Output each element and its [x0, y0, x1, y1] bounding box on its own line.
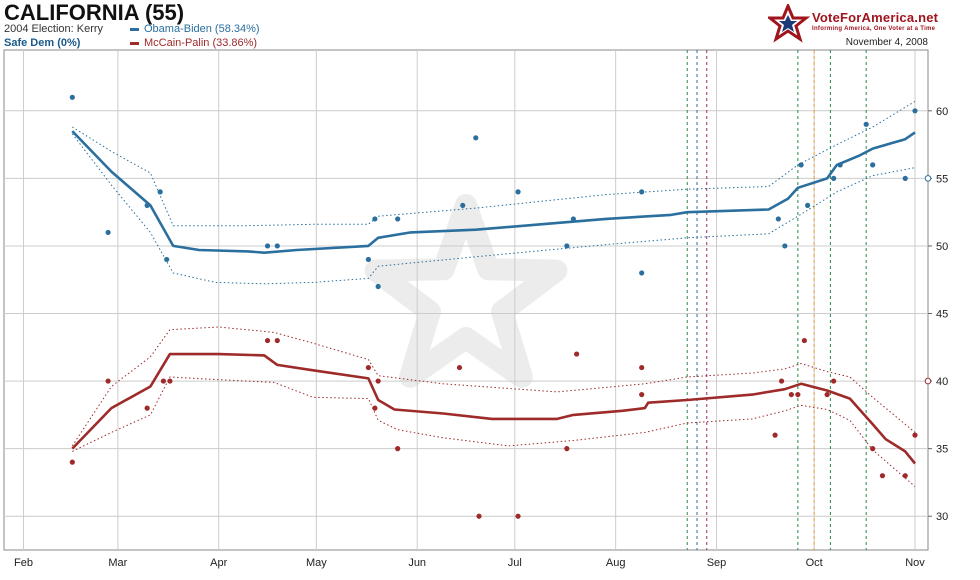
poll-point-mccain — [801, 337, 807, 344]
poll-point-obama — [902, 175, 908, 181]
poll-point-obama — [570, 216, 576, 222]
poll-point-mccain — [788, 391, 794, 398]
poll-point-obama — [515, 189, 521, 195]
legend-label-mccain: McCain-Palin (33.86%) — [144, 37, 258, 49]
x-tick-label: Feb — [14, 557, 33, 569]
plot-area — [3, 49, 929, 551]
poll-point-mccain — [69, 459, 75, 465]
legend-item-mccain: McCain-Palin (33.86%) — [130, 37, 257, 49]
x-tick-label: Sep — [707, 557, 727, 569]
x-tick-label: Nov — [905, 557, 925, 569]
poll-point-mccain — [264, 337, 271, 344]
poll-point-obama — [375, 283, 381, 290]
poll-point-obama — [274, 243, 280, 249]
end-marker-mccain — [924, 377, 932, 385]
trend-line-mccain — [71, 352, 917, 465]
chart-date: November 4, 2008 — [845, 37, 928, 48]
poll-point-mccain — [375, 378, 381, 384]
poll-point-mccain — [365, 364, 371, 371]
poll-point-obama — [782, 243, 788, 249]
x-tick-label: Jun — [408, 557, 426, 569]
poll-point-mccain — [515, 513, 521, 519]
poll-point-obama — [69, 94, 75, 100]
site-tagline: Informing America, One Voter at a Time — [812, 26, 936, 32]
poll-point-mccain — [274, 337, 280, 344]
poll-point-mccain — [824, 391, 830, 398]
poll-point-mccain — [167, 378, 173, 384]
legend-swatch-mccain — [130, 41, 139, 45]
poll-point-mccain — [795, 391, 801, 398]
y-tick-label: 40 — [936, 376, 948, 388]
poll-point-mccain — [456, 364, 463, 371]
poll-point-mccain — [105, 378, 111, 384]
x-tick-label: Aug — [606, 557, 626, 569]
poll-point-obama — [831, 175, 837, 181]
y-tick-label: 35 — [936, 444, 948, 456]
poll-point-mccain — [639, 364, 645, 371]
poll-point-obama — [912, 108, 918, 114]
poll-point-mccain — [902, 473, 908, 479]
poll-point-obama — [473, 135, 479, 141]
poll-point-mccain — [772, 432, 778, 438]
poll-point-mccain — [160, 378, 167, 384]
poll-point-obama — [798, 162, 804, 168]
trend-line-obama — [71, 130, 916, 254]
end-marker-obama — [924, 175, 932, 182]
poll-point-mccain — [870, 446, 876, 452]
legend-item-obama: Obama-Biden (58.34%) — [130, 23, 260, 35]
y-tick-label: 55 — [936, 173, 948, 185]
poll-point-obama — [837, 162, 843, 168]
poll-point-obama — [863, 121, 869, 127]
y-tick-label: 45 — [936, 309, 948, 321]
x-tick-label: Jul — [508, 557, 522, 569]
poll-point-mccain — [395, 446, 401, 452]
site-name: VoteForAmerica.net — [812, 10, 939, 25]
x-tick-label: Oct — [806, 557, 823, 569]
poll-point-mccain — [144, 405, 150, 411]
poll-point-obama — [564, 243, 570, 249]
poll-point-obama — [164, 256, 170, 263]
y-tick-label: 30 — [936, 511, 948, 523]
poll-point-obama — [264, 243, 271, 249]
poll-point-obama — [639, 270, 645, 276]
race-status-label: Safe Dem (0%) — [4, 37, 81, 49]
x-tick-label: May — [306, 557, 327, 569]
y-tick-label: 50 — [936, 241, 948, 253]
poll-point-obama — [157, 189, 163, 195]
poll-point-obama — [144, 202, 150, 209]
poll-point-mccain — [372, 405, 378, 411]
poll-point-mccain — [879, 473, 886, 479]
poll-point-mccain — [912, 432, 918, 438]
poll-point-obama — [870, 162, 876, 168]
confidence-upper-obama — [72, 100, 916, 227]
poll-point-obama — [805, 202, 811, 209]
poll-point-mccain — [476, 513, 482, 519]
poll-point-obama — [365, 256, 371, 263]
confidence-lower-mccain — [72, 376, 916, 487]
legend-swatch-obama — [130, 27, 139, 31]
poll-point-obama — [372, 216, 378, 222]
page-title: CALIFORNIA (55) — [4, 0, 185, 25]
x-tick-label: Apr — [210, 557, 227, 569]
x-tick-label: Mar — [108, 557, 127, 569]
poll-point-obama — [460, 202, 466, 209]
poll-point-mccain — [778, 378, 785, 384]
poll-point-mccain — [639, 391, 645, 398]
poll-point-obama — [395, 216, 401, 222]
previous-election-label: 2004 Election: Kerry — [4, 23, 104, 35]
y-tick-label: 60 — [936, 106, 948, 118]
poll-point-mccain — [831, 378, 837, 384]
poll-point-mccain — [574, 351, 580, 357]
star-icon — [768, 4, 811, 43]
poll-point-mccain — [564, 446, 570, 452]
poll-point-obama — [639, 189, 645, 195]
poll-point-obama — [105, 229, 111, 236]
site-logo — [768, 4, 811, 43]
watermark-star-icon — [364, 194, 568, 388]
legend-label-obama: Obama-Biden (58.34%) — [144, 23, 260, 35]
poll-point-obama — [775, 216, 781, 222]
